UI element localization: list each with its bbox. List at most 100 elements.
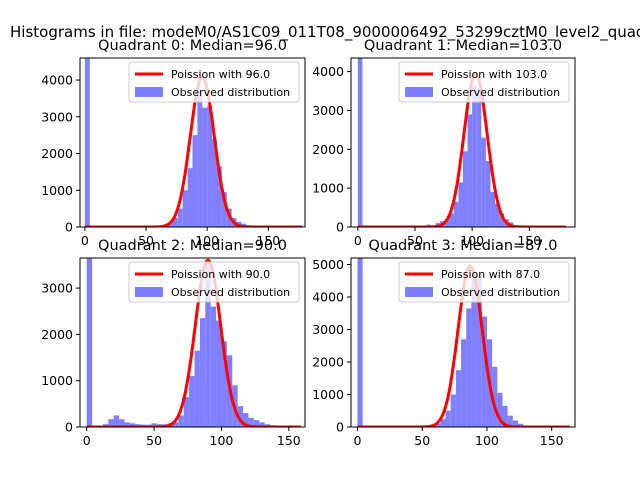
observed-bar: [440, 418, 446, 427]
observed-bar: [151, 423, 157, 427]
plot-area: [84, 58, 304, 227]
observed-bar: [518, 423, 524, 427]
legend-poisson-label: Poission with 103.0: [441, 68, 547, 81]
x-tick-label: 150: [517, 233, 541, 248]
subplot-title: Quadrant 3: Median=87.0: [369, 238, 558, 254]
observed-bar: [183, 396, 190, 427]
y-tick-label: 3000: [41, 109, 73, 124]
x-tick-label: 50: [138, 233, 154, 248]
observed-bar: [113, 415, 120, 427]
x-tick-label: 0: [353, 433, 361, 448]
observed-bar: [119, 419, 125, 427]
observed-bar: [182, 190, 188, 227]
observed-bar: [187, 168, 193, 227]
y-tick-label: 3000: [41, 281, 73, 296]
legend-box: [128, 261, 300, 303]
observed-bar: [189, 376, 195, 427]
observed-bar: [178, 415, 184, 427]
observed-bar: [202, 107, 208, 227]
observed-bar: [243, 413, 249, 427]
observed-bar: [248, 417, 254, 427]
observed-bar: [495, 203, 500, 227]
figure-suptitle: Histograms in file: modeM0/AS1C09_011T08…: [10, 23, 640, 42]
legend-observed-swatch: [405, 287, 433, 297]
subplot-quadrant-3: Quadrant 3: Median=87.0 0 50 100 150 0 1000 200…: [312, 238, 576, 448]
observed-bar: [108, 419, 114, 427]
observed-bar: [481, 137, 486, 227]
observed-bar: [471, 279, 477, 427]
axes-frame: [79, 57, 306, 228]
axes-frame: [350, 57, 576, 228]
observed-bar: [485, 160, 491, 227]
observed-bar: [172, 217, 178, 227]
subplot-quadrant-0: Quadrant 0: Median=96.0 0 50 100 150 0 1000 200…: [41, 38, 306, 248]
x-tick-label: 100: [210, 433, 234, 448]
y-tick-label: 1000: [312, 387, 344, 402]
x-tick-label: 50: [407, 233, 423, 248]
subplot-quadrant-1: Quadrant 1: Median=103.0 0 50 100 150 0 1000 20…: [312, 38, 576, 248]
y-tick-label: 4000: [41, 73, 73, 88]
poisson-curve: [356, 72, 567, 227]
y-tick-label: 0: [336, 220, 344, 235]
observed-bar: [450, 394, 456, 427]
legend-observed-swatch: [405, 87, 433, 97]
observed-bar: [472, 85, 477, 227]
observed-bar: [199, 318, 206, 427]
y-tick-label: 2000: [312, 142, 344, 157]
observed-bar: [467, 114, 473, 227]
y-tick-label: 1000: [41, 373, 73, 388]
observed-bar: [221, 341, 227, 427]
observed-bar: [177, 208, 183, 227]
observed-bar: [461, 339, 467, 427]
legend-observed-label: Observed distribution: [441, 286, 560, 299]
observed-bar: [194, 350, 200, 427]
observed-bar: [172, 422, 179, 427]
y-tick-label: 4000: [312, 290, 344, 305]
observed-bar: [259, 422, 265, 427]
y-tick-label: 2000: [41, 327, 73, 342]
observed-bar: [463, 151, 468, 227]
poisson-curve: [85, 258, 302, 427]
y-tick-label: 5000: [312, 257, 344, 272]
observed-bar: [192, 135, 198, 227]
legend-observed-label: Observed distribution: [171, 286, 290, 299]
y-tick-label: 1000: [312, 181, 344, 196]
observed-bar: [453, 201, 459, 227]
legend-observed-swatch: [135, 287, 163, 297]
observed-bar: [481, 316, 487, 427]
observed-bar: [253, 420, 260, 427]
x-tick-label: 150: [540, 433, 564, 448]
observed-bar: [357, 58, 363, 227]
y-tick-label: 3000: [312, 322, 344, 337]
legend-poisson-label: Poission with 96.0: [171, 68, 270, 81]
legend-observed-swatch: [135, 87, 163, 97]
x-tick-label: 50: [414, 433, 430, 448]
observed-bar: [455, 370, 462, 427]
observed-bar: [466, 308, 472, 427]
x-tick-label: 100: [195, 233, 219, 248]
x-tick-label: 150: [277, 433, 301, 448]
observed-bar: [205, 262, 211, 427]
observed-bar: [210, 306, 217, 427]
legend-box: [398, 261, 570, 303]
subplot-quadrant-2: Quadrant 2: Median=90.0 0 50 100 150 0 1000 200…: [41, 238, 306, 448]
observed-bar: [237, 406, 244, 427]
plot-area: [85, 258, 302, 427]
axes-frame: [350, 257, 576, 428]
x-tick-label: 0: [83, 433, 91, 448]
y-tick-label: 2000: [41, 146, 73, 161]
observed-bar: [476, 89, 482, 227]
observed-bar: [497, 392, 503, 427]
observed-bar: [207, 105, 213, 227]
observed-bar: [444, 219, 450, 227]
x-tick-label: 0: [81, 233, 89, 248]
observed-bar: [476, 274, 482, 427]
legend-box: [128, 61, 300, 103]
y-tick-label: 0: [65, 420, 73, 435]
observed-bar: [449, 213, 454, 227]
plot-area: [356, 58, 567, 227]
observed-bar: [512, 420, 519, 427]
poisson-curve: [84, 75, 304, 227]
axes-frame: [79, 257, 306, 428]
